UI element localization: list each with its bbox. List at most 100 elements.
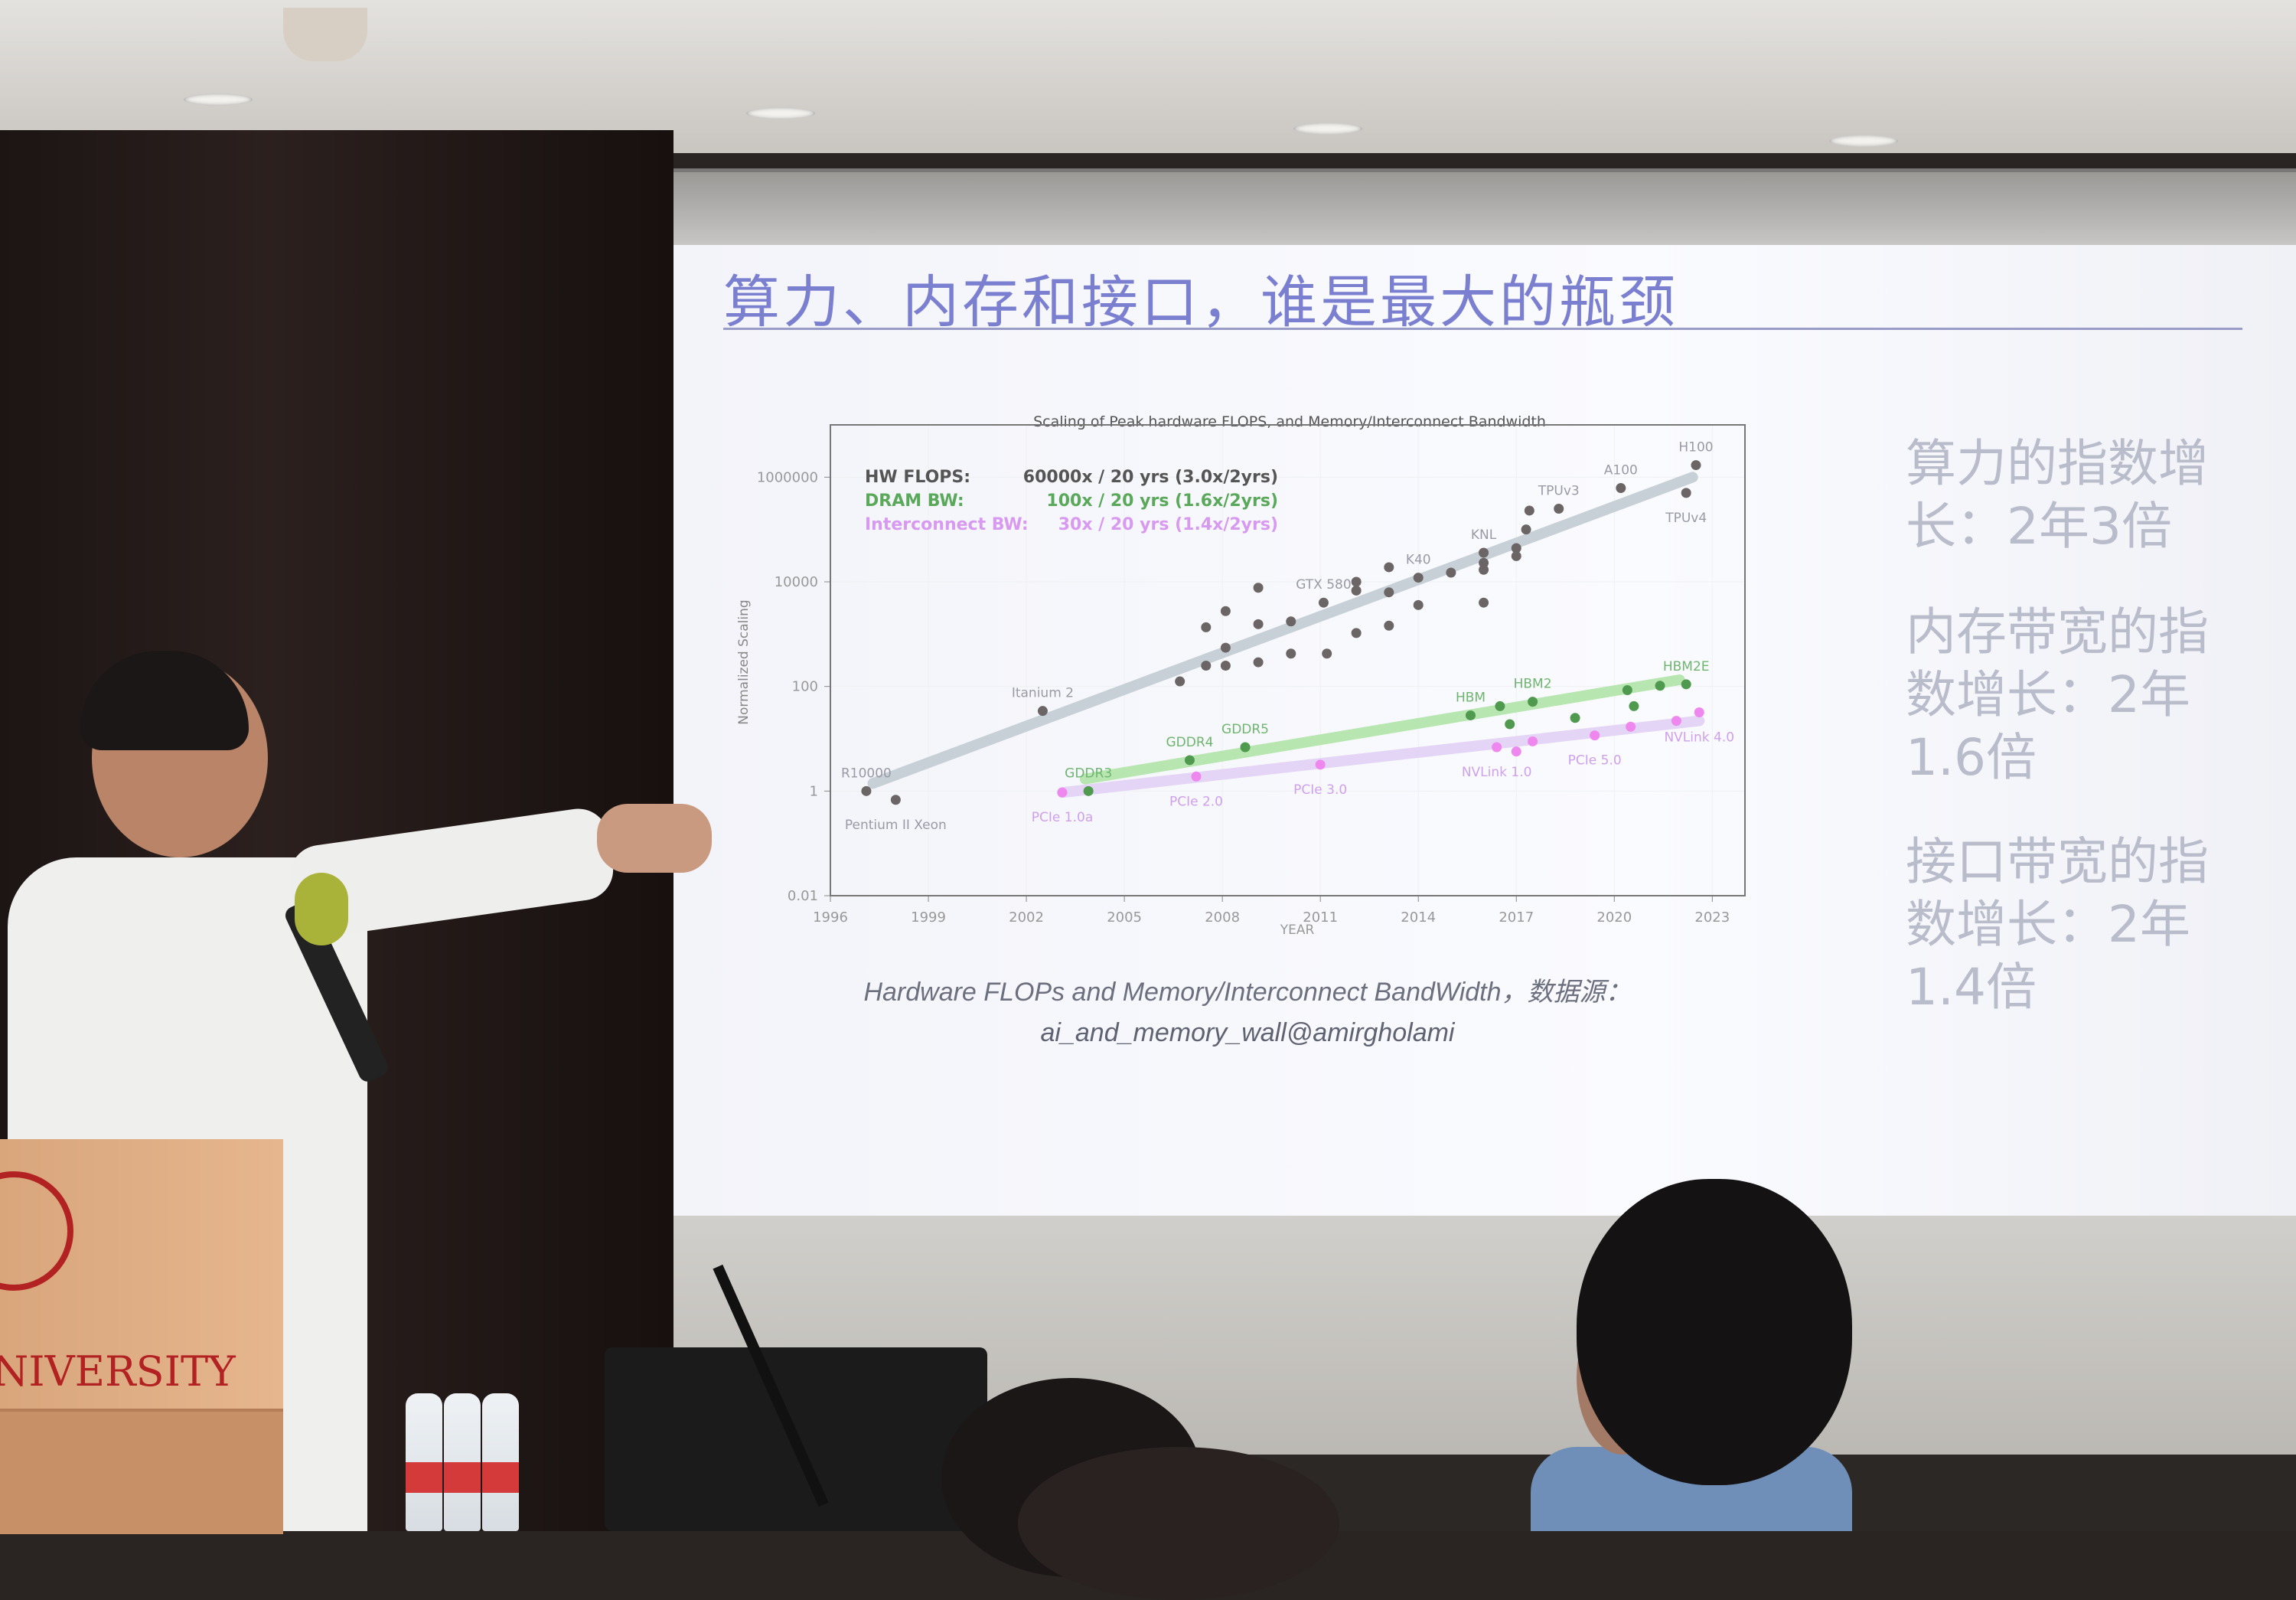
flops-point <box>1479 547 1489 558</box>
flops-point <box>861 785 872 796</box>
chart: Scaling of Peak hardware FLOPS, and Memo… <box>736 413 1746 938</box>
point-label: A100 <box>1604 463 1638 478</box>
flops-point <box>1037 706 1048 717</box>
point-label: PCIe 5.0 <box>1568 753 1622 769</box>
microphone-windscreen <box>295 873 348 945</box>
interconnect-point <box>1191 771 1202 782</box>
dram-point <box>1570 713 1580 723</box>
dram-point <box>1083 785 1094 796</box>
flops-point <box>1524 505 1534 516</box>
x-tick-label: 2002 <box>1009 909 1044 926</box>
legend-value: 60000x / 20 yrs (3.0x/2yrs) <box>1023 468 1278 487</box>
point-label: HBM <box>1456 690 1486 705</box>
flops-trend-line <box>867 472 1698 789</box>
point-label: Itanium 2 <box>1012 686 1074 701</box>
dram-point <box>1629 700 1639 711</box>
point-label: PCIe 3.0 <box>1293 782 1347 798</box>
point-label: HBM2 <box>1514 677 1552 692</box>
interconnect-point <box>1315 759 1326 770</box>
flops-point <box>1253 657 1264 668</box>
dram-point <box>1681 679 1691 690</box>
point-label: TPUv4 <box>1665 511 1707 526</box>
ceiling-light <box>1829 135 1898 147</box>
legend-label: DRAM BW: <box>865 491 964 511</box>
point-label: NVLink 1.0 <box>1462 765 1532 780</box>
flops-point <box>1511 550 1521 561</box>
plot-frame <box>830 424 1746 896</box>
legend-label: HW FLOPS: <box>865 468 970 487</box>
water-bottle <box>444 1393 481 1531</box>
flops-point <box>1351 628 1362 638</box>
dram-point <box>1528 697 1538 707</box>
interconnect-point <box>1492 742 1502 753</box>
caption-author: ai_and_memory_wall@amirgholami <box>1040 1018 1455 1047</box>
x-tick-label: 1996 <box>813 909 848 926</box>
interconnect-point <box>1590 730 1600 741</box>
podium-logo-text: NIVERSITY <box>0 1347 236 1396</box>
water-bottle <box>406 1393 442 1531</box>
x-tick-label: 2020 <box>1596 909 1632 926</box>
flops-point <box>1201 660 1212 671</box>
x-tick-label: 1999 <box>911 909 946 926</box>
y-tick-label: 0.01 <box>788 888 818 904</box>
interconnect-point <box>1694 707 1704 717</box>
dram-point <box>1184 755 1195 766</box>
slide <box>673 245 2296 1216</box>
y-tick-label: 1000000 <box>757 469 818 485</box>
interconnect-point <box>1511 746 1521 757</box>
dram-point <box>1505 719 1515 730</box>
flops-point <box>1286 616 1296 627</box>
slide-title: 算力、内存和接口，谁是最大的瓶颈 <box>723 269 1678 335</box>
point-label: Pentium II Xeon <box>845 818 947 833</box>
flops-point <box>1253 619 1264 629</box>
audience-head <box>1018 1447 1339 1600</box>
interconnect-point <box>1057 787 1068 798</box>
y-tick-label: 100 <box>792 679 818 695</box>
x-tick-label: 2017 <box>1499 909 1534 926</box>
legend-value: 100x / 20 yrs (1.6x/2yrs) <box>1046 491 1278 511</box>
x-tick-label: 2008 <box>1205 909 1240 926</box>
flops-point <box>1286 648 1296 659</box>
caption-source: Hardware FLOPs and Memory/Interconnect B… <box>863 978 1632 1007</box>
point-label: R10000 <box>841 766 892 781</box>
flops-point <box>1554 503 1564 514</box>
flops-point <box>1616 483 1626 494</box>
screen-top-band <box>673 172 2296 249</box>
x-tick-label: 2005 <box>1107 909 1142 926</box>
side-note-interconnect: 接口带宽的指数增长：2年1.4倍 <box>1906 832 2209 1017</box>
interconnect-point <box>1626 721 1636 732</box>
flops-point <box>1384 562 1394 573</box>
point-label: NVLink 4.0 <box>1664 730 1734 745</box>
flops-point <box>1253 583 1264 593</box>
flops-point <box>1479 564 1489 575</box>
audience-head <box>1577 1179 1852 1485</box>
flops-point <box>1511 543 1521 553</box>
flops-point <box>1201 622 1212 632</box>
flops-point <box>890 795 901 805</box>
ceiling-light <box>746 107 815 119</box>
point-label: PCIe 1.0a <box>1032 810 1093 825</box>
point-label: PCIe 2.0 <box>1169 794 1223 809</box>
flops-point <box>1681 488 1691 498</box>
point-label: HBM2E <box>1663 659 1710 674</box>
flops-point <box>1413 573 1424 583</box>
y-tick-label: 10000 <box>775 574 818 590</box>
flops-point <box>1691 460 1701 471</box>
flops-point <box>1322 648 1332 659</box>
point-label: GDDR5 <box>1221 722 1269 737</box>
title-divider <box>723 328 2242 330</box>
flops-point <box>1384 620 1394 631</box>
flops-point <box>1220 660 1231 671</box>
x-tick-label: 2014 <box>1401 909 1436 926</box>
flops-point <box>1479 557 1489 568</box>
flops-point <box>1479 597 1489 608</box>
y-tick-label: 1 <box>810 783 818 799</box>
point-label: GTX 580 <box>1296 577 1351 593</box>
legend-label: Interconnect BW: <box>865 515 1029 534</box>
flops-point <box>1220 642 1231 653</box>
flops-point <box>1446 567 1456 578</box>
podium-base <box>0 1409 283 1534</box>
dram-point <box>1495 700 1505 711</box>
point-label: KNL <box>1471 527 1497 543</box>
legend-value: 30x / 20 yrs (1.4x/2yrs) <box>1058 515 1278 534</box>
